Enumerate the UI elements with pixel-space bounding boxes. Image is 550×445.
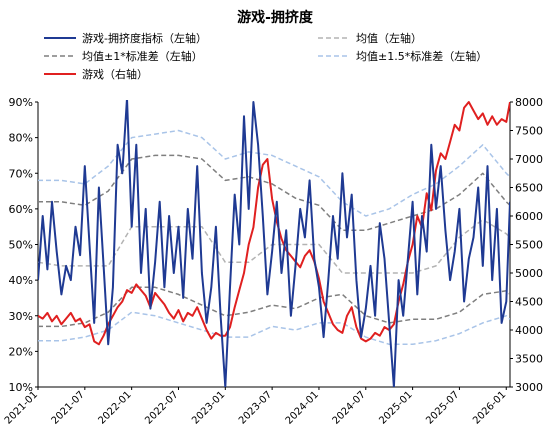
x-tick-label: 2025-07 <box>424 389 461 426</box>
legend-label-mean: 均值（左轴） <box>356 31 422 45</box>
y-left-tick-label: 10% <box>9 381 33 394</box>
series-price-line <box>38 101 510 346</box>
legend-item-price: 游戏（右轴） <box>44 67 148 81</box>
series-band15_lower-line <box>38 311 510 346</box>
series-crowding-line <box>38 100 510 387</box>
x-tick-label: 2021-07 <box>50 389 87 426</box>
y-right-tick-label: 6500 <box>515 182 543 195</box>
y-right-tick-label: 8000 <box>515 96 543 109</box>
legend-label-crowding: 游戏-拥挤度指标（左轴） <box>82 31 207 45</box>
chart-title: 游戏-拥挤度 <box>237 9 314 26</box>
legend-item-band1: 均值±1*标准差（左轴） <box>44 49 203 63</box>
y-right-tick-label: 5000 <box>515 267 543 280</box>
y-left-tick-label: 40% <box>9 274 33 287</box>
y-left-tick-label: 20% <box>9 345 33 358</box>
legend-item-crowding: 游戏-拥挤度指标（左轴） <box>44 31 207 45</box>
x-tick-label: 2024-01 <box>284 389 321 426</box>
series-band1_upper-line <box>38 154 510 232</box>
y-right-tick-label: 6000 <box>515 210 543 223</box>
y-right-tick-label: 5500 <box>515 239 543 252</box>
series-band1_lower-line <box>38 286 510 328</box>
y-right-tick-label: 7000 <box>515 153 543 166</box>
legend-label-band1: 均值±1*标准差（左轴） <box>82 49 203 63</box>
legend: 游戏-拥挤度指标（左轴） 均值（左轴） 均值±1*标准差（左轴） 均值±1.5*标准差… <box>44 31 487 81</box>
x-tick-label: 2023-07 <box>237 389 274 426</box>
y-right-tick-label: 7500 <box>515 125 543 138</box>
legend-label-band15: 均值±1.5*标准差（左轴） <box>356 49 487 63</box>
legend-label-price: 游戏（右轴） <box>82 67 148 81</box>
x-tick-label: 2022-07 <box>143 389 180 426</box>
y-right-tick-label: 3500 <box>515 353 543 366</box>
y-left-tick-label: 50% <box>9 239 33 252</box>
legend-item-band15: 均值±1.5*标准差（左轴） <box>318 49 487 63</box>
y-right-tick-label: 4500 <box>515 296 543 309</box>
x-tick-label: 2025-01 <box>377 389 414 426</box>
x-tick-label: 2023-01 <box>190 389 227 426</box>
y-right-tick-label: 4000 <box>515 324 543 337</box>
legend-item-mean: 均值（左轴） <box>318 31 422 45</box>
y-left-tick-label: 60% <box>9 203 33 216</box>
x-tick-label: 2026-01 <box>471 389 508 426</box>
series-layer <box>38 100 510 387</box>
y-right-tick-label: 3000 <box>515 381 543 394</box>
x-tick-label: 2024-07 <box>331 389 368 426</box>
y-left-tick-label: 30% <box>9 310 33 323</box>
y-left-tick-label: 80% <box>9 132 33 145</box>
x-tick-label: 2022-01 <box>96 389 133 426</box>
y-left-tick-label: 70% <box>9 167 33 180</box>
x-tick-label: 2021-01 <box>3 389 40 426</box>
y-left-tick-label: 90% <box>9 96 33 109</box>
